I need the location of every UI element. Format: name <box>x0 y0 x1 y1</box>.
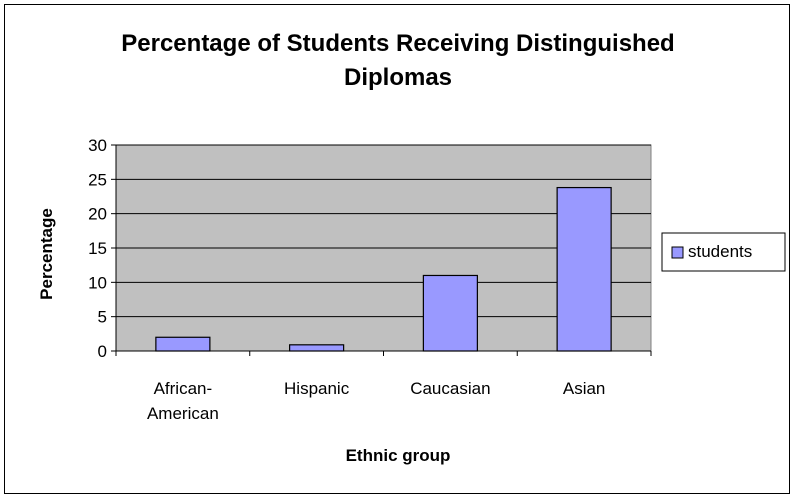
x-axis-title: Ethnic group <box>346 446 451 465</box>
y-tick-label: 20 <box>88 205 107 224</box>
x-tick-label: American <box>147 404 219 423</box>
x-tick-label: Asian <box>563 379 606 398</box>
y-tick-label: 0 <box>98 342 107 361</box>
x-tick-label: African- <box>154 379 213 398</box>
bar <box>556 186 612 352</box>
bar <box>422 274 478 352</box>
y-tick-label: 25 <box>88 170 107 189</box>
chart-title-line-1: Percentage of Students Receiving Disting… <box>121 30 674 57</box>
y-tick-label: 15 <box>88 239 107 258</box>
legend: students <box>661 232 786 272</box>
y-tick-label: 5 <box>98 308 107 327</box>
bar <box>289 344 345 352</box>
legend-label: students <box>688 242 752 261</box>
bars <box>155 186 612 352</box>
y-axis-title: Percentage <box>37 208 56 300</box>
chart-title-line-2: Diplomas <box>344 64 452 91</box>
x-tick-labels: African- American Hispanic Caucasian Asian <box>147 379 605 423</box>
y-tick-label: 10 <box>88 273 107 292</box>
chart-frame: Percentage of Students Receiving Disting… <box>4 4 790 494</box>
y-tick-label: 30 <box>88 136 107 155</box>
legend-swatch <box>671 246 684 259</box>
x-tick-label: Caucasian <box>410 379 490 398</box>
y-tick-labels: 0 5 10 15 20 25 30 <box>88 136 107 361</box>
x-tick-label: Hispanic <box>284 379 350 398</box>
bar <box>155 336 211 352</box>
axes <box>111 144 652 356</box>
bar-chart: Percentage of Students Receiving Disting… <box>37 30 786 465</box>
